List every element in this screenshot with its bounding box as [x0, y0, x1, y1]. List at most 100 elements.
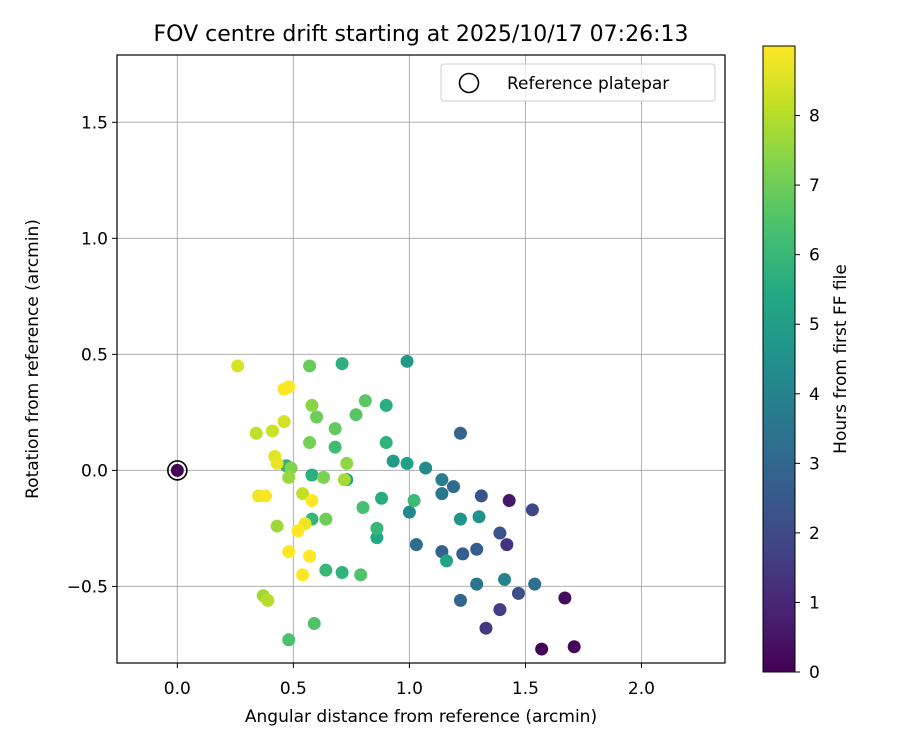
y-axis: −0.5 0.0 0.5 1.0 1.5	[67, 113, 117, 597]
colorbar-label: Hours from first FF file	[831, 264, 851, 454]
data-point	[400, 354, 414, 368]
colorbar-tick-label: 8	[809, 107, 820, 127]
data-point	[307, 617, 321, 631]
y-tick-label: −0.5	[67, 577, 108, 597]
data-point	[498, 572, 512, 586]
data-point	[493, 603, 507, 617]
data-point	[535, 642, 549, 656]
colorbar-ticks: 0 1 2 3 4 5 6 7 8	[795, 107, 820, 683]
data-point	[528, 577, 542, 591]
data-point	[470, 577, 484, 591]
reference-point	[170, 463, 184, 477]
data-point	[265, 424, 279, 438]
data-point	[231, 359, 245, 373]
data-point	[358, 394, 372, 408]
data-point	[282, 380, 296, 394]
data-point	[259, 489, 273, 503]
data-point	[470, 542, 484, 556]
x-tick-label: 1.0	[396, 679, 423, 699]
colorbar-tick-label: 4	[809, 385, 820, 405]
data-point	[328, 440, 342, 454]
x-tick-label: 0.5	[280, 679, 307, 699]
data-point	[305, 398, 319, 412]
colorbar: 0 1 2 3 4 5 6 7 8 Hours from first FF file	[762, 45, 851, 683]
data-point	[472, 510, 486, 524]
data-point	[282, 470, 296, 484]
chart-title: FOV centre drift starting at 2025/10/17 …	[154, 22, 689, 47]
data-point	[370, 531, 384, 545]
data-point	[558, 591, 572, 605]
x-axis-label: Angular distance from reference (arcmin)	[245, 707, 597, 727]
data-points	[231, 354, 581, 656]
data-point	[409, 538, 423, 552]
y-tick-label: 1.5	[81, 113, 108, 133]
data-point	[440, 554, 454, 568]
data-point	[456, 547, 470, 561]
data-point	[419, 461, 433, 475]
data-point	[400, 456, 414, 470]
data-point	[270, 456, 284, 470]
data-point	[337, 473, 351, 487]
data-point	[525, 503, 539, 517]
data-point	[249, 426, 263, 440]
data-point	[379, 436, 393, 450]
data-point	[453, 593, 467, 607]
data-point	[479, 621, 493, 635]
data-point	[435, 487, 449, 501]
data-point	[500, 538, 514, 552]
y-tick-label: 1.0	[81, 229, 108, 249]
data-point	[379, 398, 393, 412]
data-point	[335, 357, 349, 371]
data-point	[446, 480, 460, 494]
colorbar-tick-label: 1	[809, 593, 820, 613]
legend-box	[440, 63, 716, 102]
y-tick-label: 0.0	[81, 461, 108, 481]
data-point	[354, 568, 368, 582]
data-point	[567, 640, 581, 654]
legend-marker-icon	[458, 72, 480, 94]
x-tick-label: 1.5	[512, 679, 539, 699]
data-point	[303, 549, 317, 563]
data-point	[319, 512, 333, 526]
data-point	[340, 456, 354, 470]
data-point	[310, 410, 324, 424]
x-tick-label: 2.0	[628, 679, 655, 699]
data-point	[277, 415, 291, 429]
grid	[117, 55, 725, 663]
data-point	[402, 505, 416, 519]
data-point	[305, 494, 319, 508]
data-point	[453, 512, 467, 526]
data-point	[303, 436, 317, 450]
colorbar-tick-label: 7	[809, 176, 820, 196]
colorbar-tick-label: 2	[809, 524, 820, 544]
data-point	[319, 563, 333, 577]
y-tick-label: 0.5	[81, 345, 108, 365]
y-axis-label: Rotation from reference (arcmin)	[23, 219, 43, 499]
legend: Reference platepar	[440, 63, 716, 102]
x-axis: 0.0 0.5 1.0 1.5 2.0	[164, 663, 655, 699]
colorbar-gradient	[762, 45, 796, 673]
data-point	[349, 408, 363, 422]
data-point	[386, 454, 400, 468]
legend-label: Reference platepar	[507, 74, 669, 94]
data-point	[296, 487, 310, 501]
data-point	[474, 489, 488, 503]
reference-ring	[167, 460, 188, 481]
colorbar-tick-label: 5	[809, 315, 820, 335]
data-point	[407, 494, 421, 508]
data-point	[356, 501, 370, 515]
data-point	[370, 521, 384, 535]
data-point	[511, 586, 525, 600]
data-point	[303, 359, 317, 373]
data-point	[375, 491, 389, 505]
data-point	[317, 470, 331, 484]
data-point	[493, 526, 507, 540]
plot-frame	[116, 54, 726, 664]
data-point	[502, 494, 516, 508]
data-point	[291, 524, 305, 538]
data-point	[282, 545, 296, 559]
data-point	[282, 633, 296, 647]
data-point	[305, 468, 319, 482]
data-point	[453, 426, 467, 440]
